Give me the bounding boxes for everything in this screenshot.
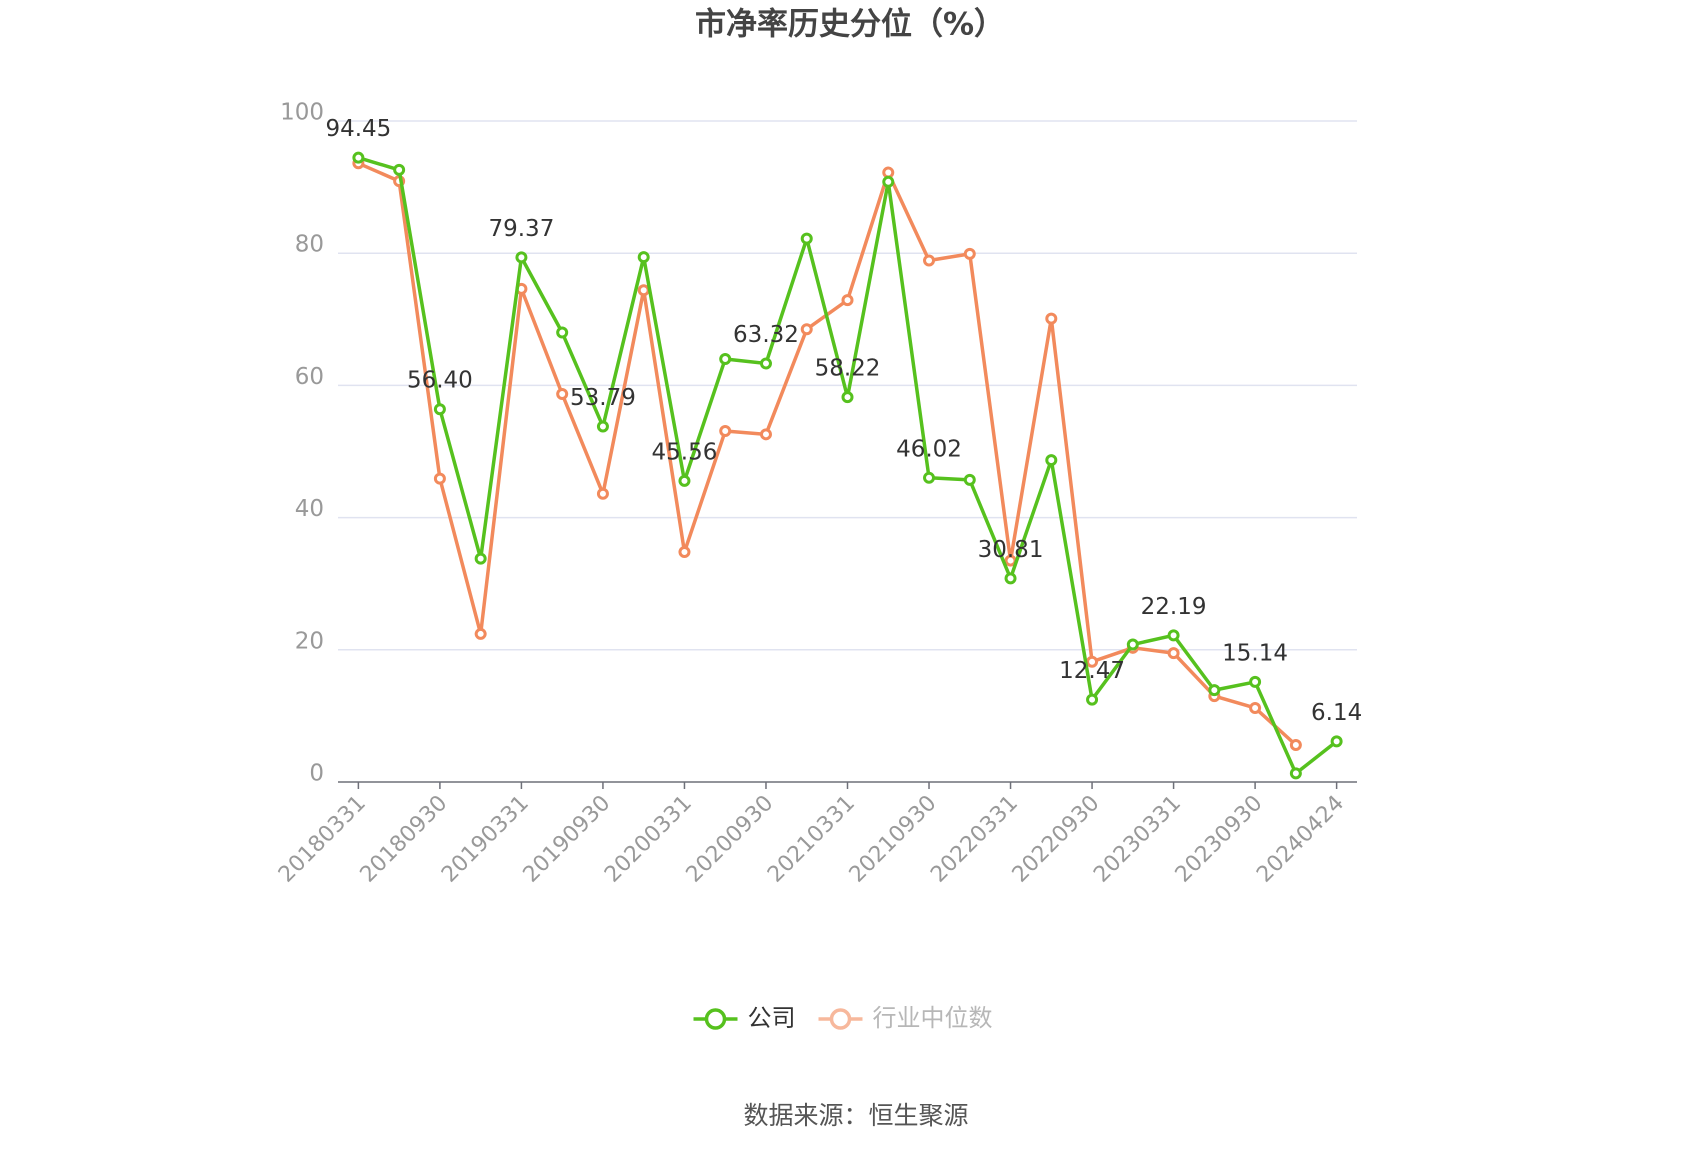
data-label: 79.37 bbox=[488, 216, 554, 242]
data-point bbox=[1086, 655, 1099, 668]
data-point bbox=[1004, 572, 1017, 585]
x-tick-label: 20230930 bbox=[1171, 791, 1268, 888]
data-point bbox=[556, 326, 569, 339]
x-tick-label: 20220331 bbox=[926, 791, 1023, 888]
legend-label: 公司 bbox=[748, 1004, 796, 1032]
x-tick-label: 20240424 bbox=[1252, 791, 1349, 888]
y-tick-label: 60 bbox=[295, 364, 324, 390]
data-label: 56.40 bbox=[407, 368, 473, 394]
data-point bbox=[719, 425, 732, 438]
data-point bbox=[474, 627, 487, 640]
chart-title: 市净率历史分位（%） bbox=[695, 7, 1005, 43]
data-label: 45.56 bbox=[652, 439, 718, 465]
data-point bbox=[963, 247, 976, 260]
data-label: 63.32 bbox=[733, 322, 799, 348]
data-label: 30.81 bbox=[978, 537, 1044, 563]
x-tick-label: 20180930 bbox=[356, 791, 453, 888]
data-point bbox=[1289, 738, 1302, 751]
x-tick-label: 20200331 bbox=[600, 791, 697, 888]
data-point bbox=[1045, 454, 1058, 467]
data-point bbox=[393, 163, 406, 176]
y-tick-label: 80 bbox=[295, 232, 324, 258]
data-point bbox=[556, 387, 569, 400]
data-point bbox=[596, 420, 609, 433]
y-tick-label: 0 bbox=[309, 761, 324, 787]
legend-marker bbox=[829, 1008, 852, 1030]
data-point bbox=[759, 357, 772, 370]
data-point bbox=[678, 474, 691, 487]
data-point bbox=[1249, 675, 1262, 688]
data-point bbox=[678, 545, 691, 558]
x-tick-label: 20190331 bbox=[437, 791, 534, 888]
data-point bbox=[1167, 647, 1180, 660]
data-label: 46.02 bbox=[896, 436, 962, 462]
data-point bbox=[719, 352, 732, 365]
data-point bbox=[1167, 629, 1180, 642]
data-label: 58.22 bbox=[815, 356, 881, 382]
data-point bbox=[800, 323, 813, 336]
data-point bbox=[637, 284, 650, 297]
data-point bbox=[1249, 701, 1262, 714]
x-tick-label: 20180331 bbox=[274, 791, 371, 888]
data-point bbox=[1126, 638, 1139, 651]
legend-label: 行业中位数 bbox=[873, 1004, 993, 1032]
data-point bbox=[923, 254, 936, 267]
y-tick-label: 20 bbox=[295, 628, 324, 654]
source-note: 数据来源：恒生聚源 bbox=[743, 1101, 968, 1130]
data-point bbox=[1086, 693, 1099, 706]
data-label: 22.19 bbox=[1141, 594, 1207, 620]
data-label: 53.79 bbox=[570, 385, 636, 411]
data-point bbox=[433, 403, 446, 416]
data-label: 12.47 bbox=[1059, 658, 1125, 684]
data-point bbox=[596, 487, 609, 500]
legend-marker bbox=[704, 1008, 727, 1030]
series-line bbox=[357, 156, 1338, 776]
data-point bbox=[882, 175, 895, 188]
data-label: 6.14 bbox=[1311, 700, 1362, 726]
data-point bbox=[882, 166, 895, 179]
x-tick-label: 20220930 bbox=[1008, 791, 1105, 888]
data-label: 94.45 bbox=[325, 116, 391, 142]
series-line bbox=[357, 161, 1298, 747]
data-point bbox=[1045, 312, 1058, 325]
data-point bbox=[923, 471, 936, 484]
y-tick-label: 40 bbox=[295, 496, 324, 522]
x-tick-label: 20200930 bbox=[682, 791, 779, 888]
data-point bbox=[800, 232, 813, 245]
data-point bbox=[433, 472, 446, 485]
data-point bbox=[1289, 767, 1302, 780]
data-point bbox=[841, 391, 854, 404]
data-point bbox=[637, 251, 650, 264]
data-point bbox=[841, 294, 854, 307]
data-label: 15.14 bbox=[1222, 640, 1288, 666]
data-point bbox=[352, 151, 365, 164]
x-tick-label: 20210331 bbox=[763, 791, 860, 888]
data-point bbox=[1208, 684, 1221, 697]
data-point bbox=[963, 473, 976, 486]
x-tick-label: 20210930 bbox=[845, 791, 942, 888]
y-tick-label: 100 bbox=[280, 100, 324, 126]
legend-item: 行业中位数 bbox=[818, 1004, 993, 1032]
data-point bbox=[759, 428, 772, 441]
data-point bbox=[474, 552, 487, 565]
data-point bbox=[1330, 735, 1343, 748]
data-point bbox=[515, 251, 528, 264]
x-tick-label: 20190930 bbox=[519, 791, 616, 888]
legend-item: 公司 bbox=[693, 1004, 796, 1032]
x-tick-label: 20230331 bbox=[1089, 791, 1186, 888]
